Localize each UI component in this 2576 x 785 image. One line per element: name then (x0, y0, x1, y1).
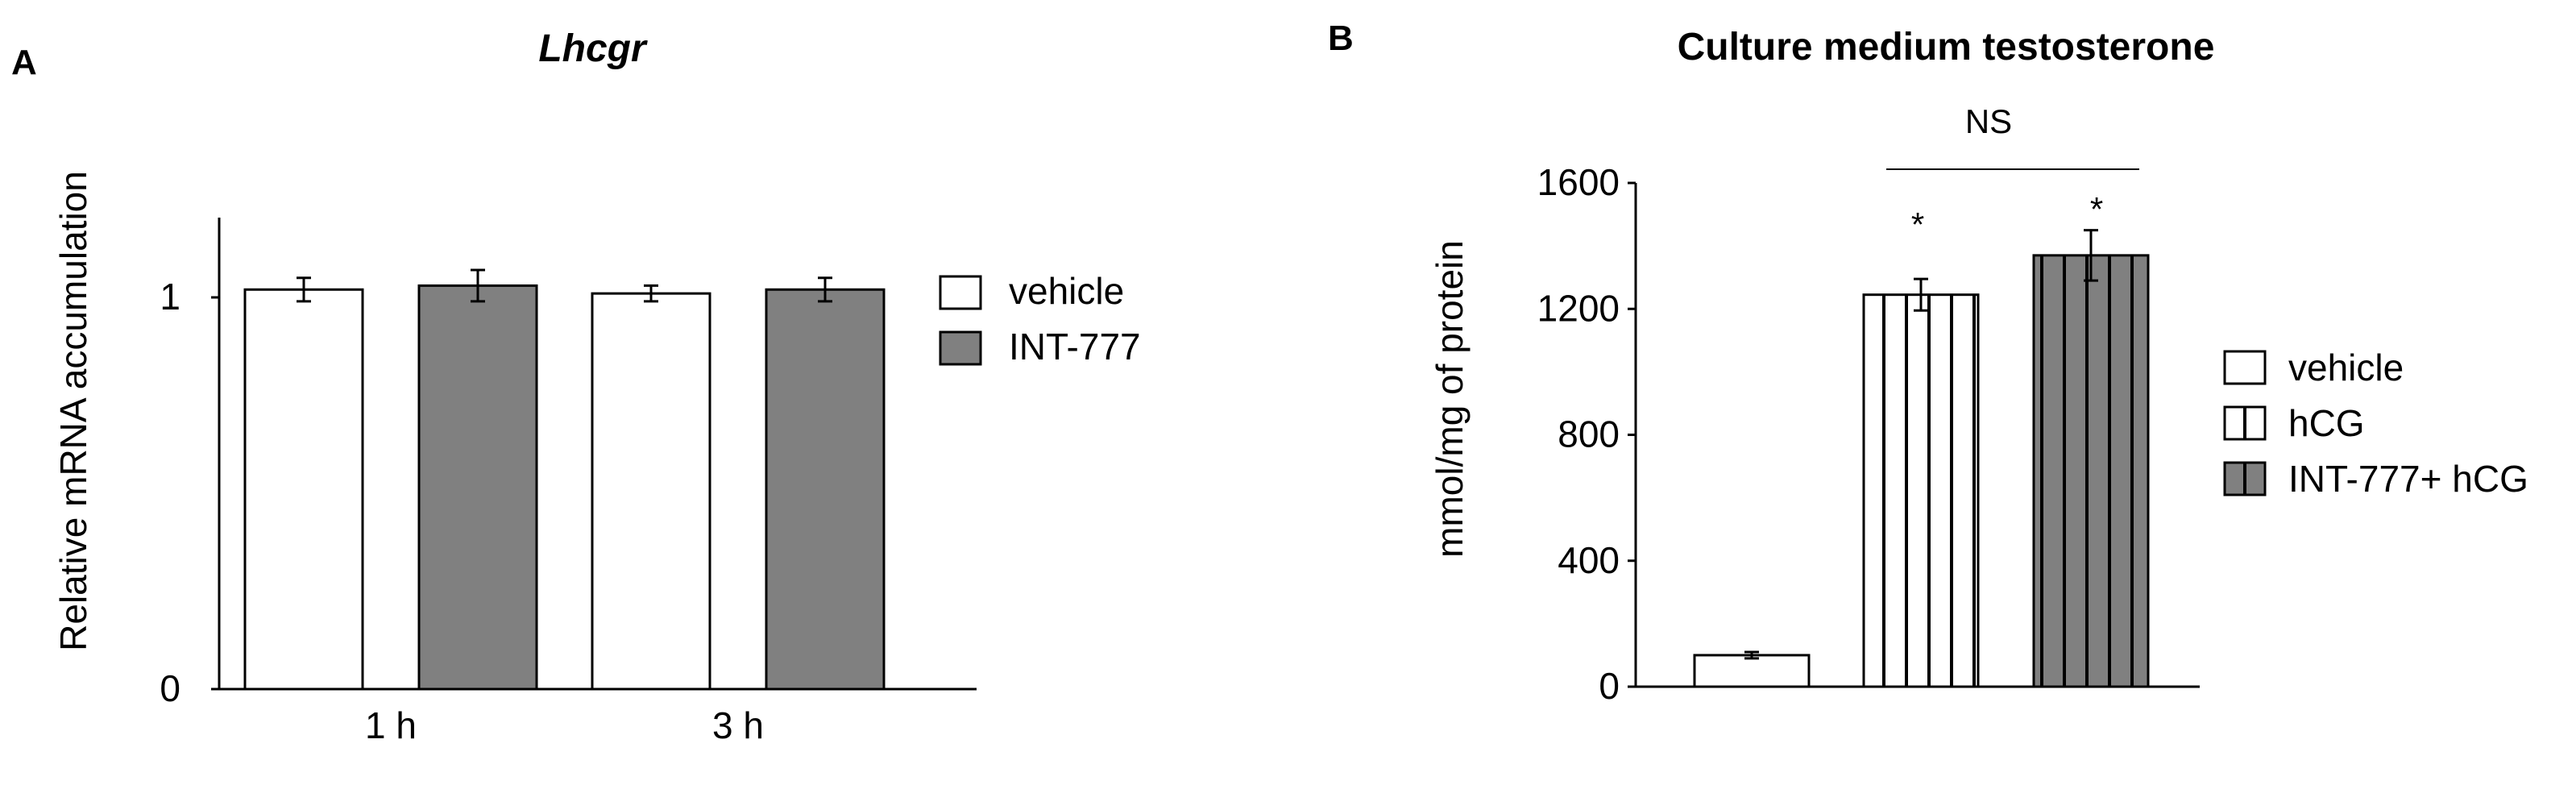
panel-b: B Culture medium testosterone mmol/mg of… (1328, 19, 2528, 707)
a-bar-int777-1 (765, 288, 886, 691)
legend-label-int777-hcg: INT-777+ hCG (2288, 458, 2528, 500)
a-bar-vehicle-1 (591, 292, 711, 691)
panel-a-x-ticks: 1 h 3 h (365, 704, 764, 746)
legend-swatch-int777 (939, 330, 982, 366)
panel-b-y-ticks: 0 400 800 1200 1600 (1537, 161, 1636, 707)
b-ytick-label: 1600 (1537, 161, 1620, 203)
a-xtick-label: 3 h (712, 704, 764, 746)
ns-label: NS (1965, 102, 2012, 140)
panel-b-ylabel: mmol/mg of protein (1429, 240, 1471, 558)
a-ytick-label: 0 (160, 667, 180, 709)
panel-b-legend: vehicle hCG INT-777+ hCG (2223, 347, 2528, 500)
legend-label-hcg: hCG (2288, 402, 2365, 444)
legend-label-vehicle-b: vehicle (2288, 347, 2404, 388)
panel-a-legend: vehicle INT-777 (939, 270, 1141, 368)
b-ytick-label: 0 (1599, 665, 1620, 707)
legend-swatch-vehicle-b (2223, 350, 2267, 385)
b-bar-hcg (1862, 293, 1980, 688)
panel-a-letter: A (11, 43, 37, 82)
b-bar-int777-hcg (2032, 254, 2150, 688)
legend-label-vehicle: vehicle (1009, 270, 1124, 312)
a-bar-int777-0 (417, 284, 538, 691)
a-ytick-label: 1 (160, 276, 180, 318)
panel-b-significance: NS * * (1886, 102, 2139, 243)
legend-swatch-vehicle (939, 275, 982, 310)
panel-a-bars (243, 268, 886, 691)
b-ytick-label: 1200 (1537, 287, 1620, 329)
b-ytick-label: 800 (1558, 413, 1620, 455)
legend-label-int777: INT-777 (1009, 326, 1141, 368)
panel-b-title: Culture medium testosterone (1678, 26, 2215, 69)
panel-a: A Lhcgr Relative mRNA accumulation 01 1 … (11, 27, 1141, 746)
b-ytick-label: 400 (1558, 539, 1620, 581)
legend-swatch-int777-hcg (2223, 461, 2267, 496)
panel-b-letter: B (1328, 19, 1354, 58)
panel-b-bars (1693, 229, 2150, 688)
legend-swatch-hcg (2223, 405, 2267, 441)
panel-a-title: Lhcgr (538, 27, 648, 70)
panel-a-y-ticks: 01 (160, 276, 219, 709)
b-bar-vehicle (1693, 654, 1811, 688)
asterisk-int777-hcg: * (2090, 190, 2103, 228)
asterisk-hcg: * (1911, 206, 1924, 243)
panel-a-ylabel: Relative mRNA accumulation (52, 171, 94, 651)
a-bar-vehicle-0 (243, 288, 364, 691)
a-xtick-label: 1 h (365, 704, 417, 746)
